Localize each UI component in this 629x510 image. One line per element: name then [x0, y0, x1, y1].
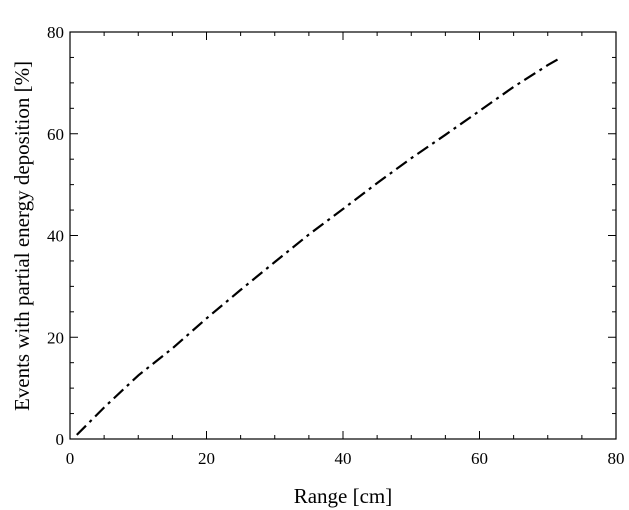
- axis-ticks: [69, 31, 617, 440]
- x-tick-label: 40: [335, 449, 352, 468]
- x-tick-label: 80: [608, 449, 625, 468]
- x-tick-label: 0: [66, 449, 75, 468]
- plot-frame: [69, 31, 617, 440]
- y-tick-label: 20: [47, 328, 64, 347]
- y-tick-label: 60: [47, 125, 64, 144]
- y-tick-label: 40: [47, 227, 64, 246]
- y-axis-label: Events with partial energy deposition [%…: [10, 61, 34, 411]
- y-tick-label: 0: [56, 430, 65, 449]
- axis-tick-labels: 0 20 40 60 80 0 20 40 60 80: [47, 23, 625, 468]
- x-tick-label: 20: [198, 449, 215, 468]
- series-line: [76, 56, 562, 436]
- x-tick-label: 60: [471, 449, 488, 468]
- series-layer: [76, 56, 562, 436]
- y-tick-label: 80: [47, 23, 64, 42]
- x-axis-label: Range [cm]: [294, 484, 393, 508]
